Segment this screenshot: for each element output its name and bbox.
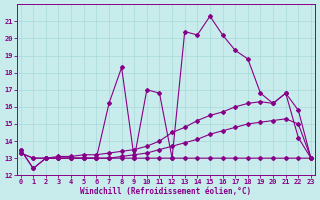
X-axis label: Windchill (Refroidissement éolien,°C): Windchill (Refroidissement éolien,°C) xyxy=(80,187,251,196)
